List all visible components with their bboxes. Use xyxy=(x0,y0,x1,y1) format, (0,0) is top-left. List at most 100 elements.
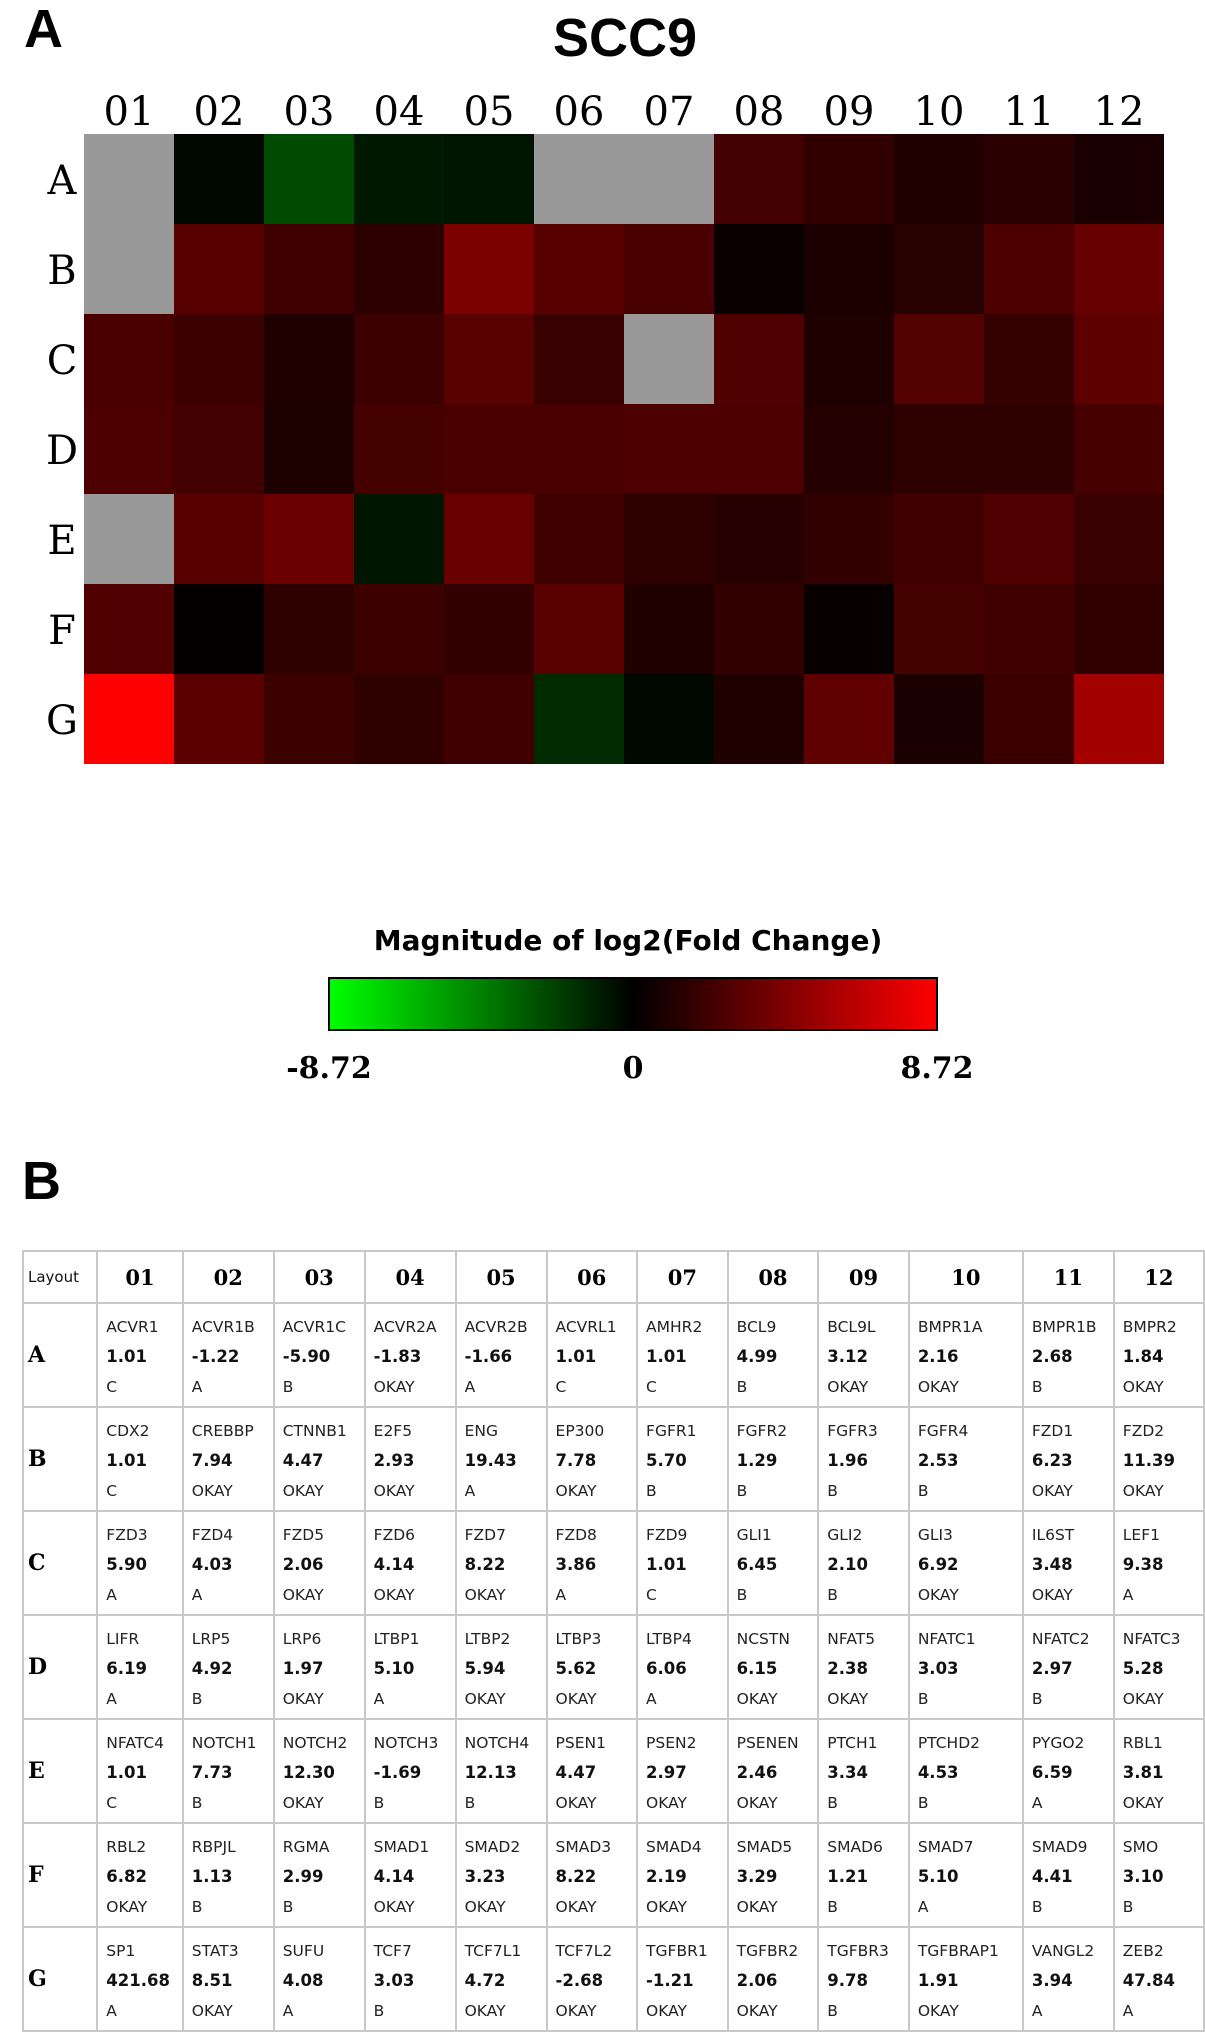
quality-flag: OKAY xyxy=(646,1794,688,1812)
fold-change: 6.23 xyxy=(1031,1451,1073,1470)
quality-flag: B xyxy=(1031,1898,1043,1916)
panel-b-label: B xyxy=(22,1151,61,1211)
heatmap-cell-E04 xyxy=(354,494,444,584)
quality-flag: C xyxy=(555,1378,567,1396)
table-cell: FZD3 5.90 A xyxy=(96,1510,184,1616)
gene-name: SMAD7 xyxy=(917,1838,974,1856)
table-cell: ACVR2A -1.83 OKAY xyxy=(363,1302,457,1408)
table-cell: LTBP3 5.62 OKAY xyxy=(545,1614,639,1720)
quality-flag: OKAY xyxy=(464,1898,506,1916)
table-cell: SUFU 4.08 A xyxy=(272,1926,366,2032)
heatmap-cell-G07 xyxy=(624,674,714,764)
table-column-header-04: 04 xyxy=(363,1250,457,1304)
quality-flag: OKAY xyxy=(1122,1378,1164,1396)
gene-name: BCL9 xyxy=(736,1318,777,1336)
fold-change: 8.22 xyxy=(464,1555,506,1574)
heatmap-cell-B11 xyxy=(984,224,1074,314)
fold-change: 4.08 xyxy=(282,1971,324,1990)
table-cell: SMAD9 4.41 B xyxy=(1021,1822,1115,1928)
quality-flag: A xyxy=(917,1898,929,1916)
column-label-10: 10 xyxy=(914,89,965,135)
fold-change: 5.62 xyxy=(555,1659,597,1678)
table-cell: LTBP2 5.94 OKAY xyxy=(454,1614,548,1720)
gene-name: FZD8 xyxy=(555,1526,597,1544)
fold-change: 1.84 xyxy=(1122,1347,1164,1366)
heatmap-cell-D10 xyxy=(894,404,984,494)
table-cell: SMAD3 8.22 OKAY xyxy=(545,1822,639,1928)
table-cell: NOTCH3 -1.69 B xyxy=(363,1718,457,1824)
fold-change: 5.90 xyxy=(106,1555,147,1574)
quality-flag: B xyxy=(191,1794,203,1812)
column-label-12: 12 xyxy=(1094,89,1145,135)
column-label-07: 07 xyxy=(644,89,695,135)
table-cell: BMPR1B 2.68 B xyxy=(1021,1302,1115,1408)
gene-name: PTCHD2 xyxy=(917,1734,981,1752)
table-cell: BMPR2 1.84 OKAY xyxy=(1112,1302,1205,1408)
heatmap-cell-F09 xyxy=(804,584,894,674)
column-label-05: 05 xyxy=(464,89,515,135)
table-column-header-11: 11 xyxy=(1021,1250,1115,1304)
table-cell: ACVR1 1.01 C xyxy=(96,1302,184,1408)
table-cell: PSENEN 2.46 OKAY xyxy=(726,1718,820,1824)
gene-name: FGFR2 xyxy=(736,1422,788,1440)
fold-change: 11.39 xyxy=(1122,1451,1175,1470)
table-cell: SMAD1 4.14 OKAY xyxy=(363,1822,457,1928)
heatmap-cell-G04 xyxy=(354,674,444,764)
heatmap-cell-F12 xyxy=(1074,584,1164,674)
gene-name: FZD9 xyxy=(646,1526,688,1544)
table-row-header-A: A xyxy=(21,1302,99,1408)
quality-flag: C xyxy=(646,1378,657,1396)
heatmap-cell-G05 xyxy=(444,674,534,764)
table-row: B CDX2 1.01 C CREBBP 7.94 OKAY CTNNB1 4.47 OKAY E2… xyxy=(21,1406,1205,1512)
heatmap-cell-A03 xyxy=(264,134,354,224)
gene-name: CDX2 xyxy=(106,1422,150,1440)
gene-name: TGFBR3 xyxy=(827,1942,889,1960)
gene-name: SMAD4 xyxy=(646,1838,702,1856)
table-cell: LRP5 4.92 B xyxy=(181,1614,275,1720)
quality-flag: OKAY xyxy=(917,2002,959,2020)
row-label-C: C xyxy=(47,338,78,384)
table-cell: NFAT5 2.38 OKAY xyxy=(817,1614,910,1720)
quality-flag: C xyxy=(646,1586,657,1604)
table-cell: FZD7 8.22 OKAY xyxy=(454,1510,548,1616)
quality-flag: OKAY xyxy=(646,1898,688,1916)
table-cell: SMAD2 3.23 OKAY xyxy=(454,1822,548,1928)
quality-flag: OKAY xyxy=(736,1690,778,1708)
heatmap-cell-A09 xyxy=(804,134,894,224)
quality-flag: OKAY xyxy=(464,1586,506,1604)
gene-name: RBL2 xyxy=(106,1838,147,1856)
heatmap-cell-A10 xyxy=(894,134,984,224)
heatmap-cell-A07 xyxy=(624,134,714,224)
heatmap-cell-D02 xyxy=(174,404,264,494)
quality-flag: B xyxy=(736,1586,748,1604)
quality-flag: A xyxy=(464,1482,476,1500)
gene-name: FZD3 xyxy=(106,1526,148,1544)
gene-name: TCF7L1 xyxy=(464,1942,522,1960)
quality-flag: OKAY xyxy=(282,1482,324,1500)
gene-name: SMAD2 xyxy=(464,1838,521,1856)
gene-name: LRP5 xyxy=(191,1630,231,1648)
quality-flag: B xyxy=(827,1586,838,1604)
column-label-03: 03 xyxy=(284,89,335,135)
quality-flag: OKAY xyxy=(827,1378,869,1396)
fold-change: 2.46 xyxy=(736,1763,778,1782)
quality-flag: B xyxy=(827,2002,838,2020)
quality-flag: OKAY xyxy=(106,1898,148,1916)
table-cell: ACVR1B -1.22 A xyxy=(181,1302,275,1408)
fold-change: 2.16 xyxy=(917,1347,959,1366)
table-cell: TGFBR2 2.06 OKAY xyxy=(726,1926,820,2032)
quality-flag: OKAY xyxy=(917,1586,959,1604)
fold-change: -1.21 xyxy=(646,1971,694,1990)
gene-name: NFATC3 xyxy=(1122,1630,1181,1648)
table-cell: SMAD5 3.29 OKAY xyxy=(726,1822,820,1928)
table-cell: ACVR1C -5.90 B xyxy=(272,1302,366,1408)
quality-flag: B xyxy=(827,1482,838,1500)
table-cell: PTCH1 3.34 B xyxy=(817,1718,910,1824)
table-column-header-08: 08 xyxy=(726,1250,820,1304)
heatmap-cell-G12 xyxy=(1074,674,1164,764)
table-cell: NFATC2 2.97 B xyxy=(1021,1614,1115,1720)
quality-flag: OKAY xyxy=(373,1898,415,1916)
table-cell: TCF7 3.03 B xyxy=(363,1926,457,2032)
quality-flag: B xyxy=(191,1898,203,1916)
